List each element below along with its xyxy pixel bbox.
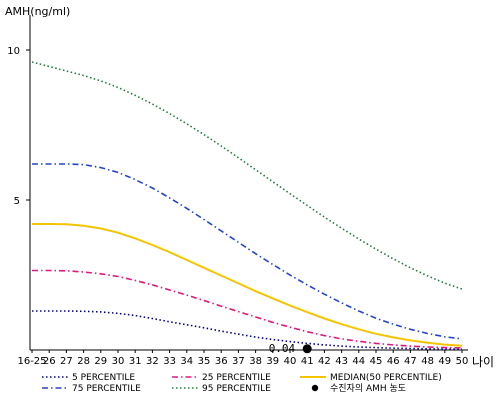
legend-item: 25 PERCENTILE: [172, 373, 271, 383]
x-tick-label: 40: [284, 356, 297, 367]
series-layer: [31, 61, 463, 350]
legend-swatch: [311, 384, 319, 392]
x-axis-title: 나이: [472, 355, 494, 369]
x-tick-label: 48: [421, 356, 434, 367]
legend-item: 95 PERCENTILE: [172, 384, 271, 394]
series-line-2: [32, 269, 463, 349]
legend-label: 75 PERCENTILE: [72, 384, 141, 394]
y-axis-title: AMH(ng/ml): [5, 5, 70, 18]
x-tick-label: 44: [352, 356, 365, 367]
x-tick-label: 27: [60, 356, 73, 367]
x-tick-label: 32: [146, 356, 159, 367]
x-tick-label: 36: [215, 356, 228, 367]
legend-label: 95 PERCENTILE: [202, 384, 271, 394]
x-tick-label: 30: [112, 356, 125, 367]
legend: 5 PERCENTILE 25 PERCENTILE MEDIAN(50 PERCE…: [42, 373, 442, 394]
legend-item: 수진자의 AMH 농도: [311, 383, 406, 394]
axes: [29, 15, 468, 351]
legend-item: 5 PERCENTILE: [42, 373, 135, 383]
legend-label: 5 PERCENTILE: [72, 373, 135, 383]
x-tick-label: 49: [438, 356, 451, 367]
amh-marker-point: [302, 344, 312, 354]
y-tick-label: 5: [14, 196, 20, 207]
series-line-1: [32, 310, 462, 350]
x-tick-label: 45: [370, 356, 383, 367]
x-tick-label: 28: [77, 356, 90, 367]
x-tick-label: 50: [456, 356, 469, 367]
x-tick-label: 37: [232, 356, 245, 367]
x-tick-label: 29: [94, 356, 107, 367]
x-tick-label: 31: [129, 356, 142, 367]
series-line-5: [31, 61, 463, 290]
series-line-3: [32, 223, 463, 347]
legend-item: MEDIAN(50 PERCENTILE): [300, 373, 442, 383]
legend-label: MEDIAN(50 PERCENTILE): [330, 373, 442, 383]
x-tick-label: 42: [318, 356, 331, 367]
x-tick-label: 47: [404, 356, 417, 367]
x-tick-label: 34: [180, 356, 193, 367]
marker-layer: 0.04: [269, 342, 312, 355]
x-tick-label: 39: [266, 356, 279, 367]
x-tick-label: 41: [301, 356, 314, 367]
legend-label: 수진자의 AMH 농도: [330, 383, 406, 394]
x-tick-label: 46: [387, 356, 400, 367]
x-tick-label: 43: [335, 356, 348, 367]
legend-label: 25 PERCENTILE: [202, 373, 271, 383]
x-tick-label: 33: [163, 356, 176, 367]
x-tick-label: 35: [198, 356, 211, 367]
x-tick-label: 16-25: [17, 356, 46, 367]
x-tick-label: 26: [43, 356, 56, 367]
amh-marker-label: 0.04: [269, 342, 296, 355]
series-line-4: [32, 163, 463, 340]
legend-item: 75 PERCENTILE: [42, 384, 141, 394]
y-tick-label: 10: [7, 46, 20, 57]
x-tick-label: 38: [249, 356, 262, 367]
